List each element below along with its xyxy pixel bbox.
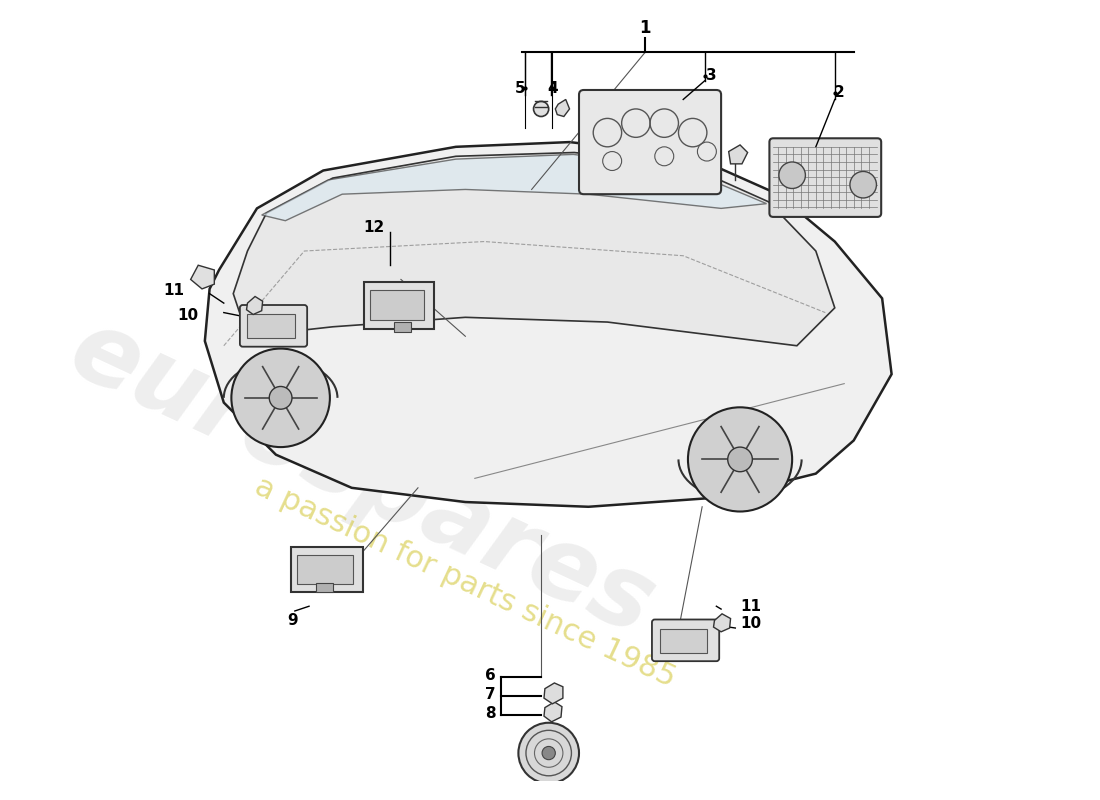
FancyBboxPatch shape: [364, 282, 434, 329]
Text: 5: 5: [515, 81, 526, 95]
FancyBboxPatch shape: [652, 619, 719, 661]
FancyBboxPatch shape: [297, 555, 353, 585]
Bar: [316, 582, 332, 592]
Bar: [660, 629, 707, 653]
Text: 2: 2: [834, 86, 845, 100]
Circle shape: [779, 162, 805, 189]
Polygon shape: [205, 142, 892, 506]
Polygon shape: [728, 145, 748, 164]
Polygon shape: [556, 99, 570, 117]
Text: 1: 1: [639, 19, 651, 38]
Circle shape: [270, 386, 292, 410]
Polygon shape: [233, 153, 835, 346]
FancyBboxPatch shape: [292, 546, 363, 592]
Polygon shape: [544, 683, 563, 704]
Bar: [248, 314, 295, 338]
Bar: [394, 322, 411, 331]
Text: 11: 11: [163, 283, 184, 298]
Polygon shape: [262, 154, 767, 221]
Text: 8: 8: [485, 706, 496, 721]
Polygon shape: [190, 266, 214, 289]
Text: 10: 10: [177, 308, 198, 323]
Text: 9: 9: [287, 613, 298, 628]
FancyBboxPatch shape: [579, 90, 722, 194]
Circle shape: [231, 349, 330, 447]
Circle shape: [542, 746, 556, 760]
Text: 10: 10: [740, 616, 761, 630]
Text: 12: 12: [364, 220, 385, 235]
Text: a passion for parts since 1985: a passion for parts since 1985: [251, 472, 681, 693]
FancyBboxPatch shape: [240, 305, 307, 346]
Text: 6: 6: [485, 668, 496, 683]
Text: 7: 7: [485, 687, 496, 702]
Text: 3: 3: [706, 68, 717, 83]
Circle shape: [850, 171, 877, 198]
Circle shape: [688, 407, 792, 511]
Circle shape: [534, 102, 549, 117]
Circle shape: [728, 447, 752, 472]
Polygon shape: [246, 297, 263, 314]
Polygon shape: [544, 702, 562, 722]
Text: 4: 4: [547, 81, 558, 95]
FancyBboxPatch shape: [370, 290, 424, 320]
Circle shape: [518, 722, 579, 783]
FancyBboxPatch shape: [769, 138, 881, 217]
Text: 11: 11: [740, 598, 761, 614]
Polygon shape: [714, 614, 730, 632]
Text: eurospares: eurospares: [54, 301, 669, 656]
